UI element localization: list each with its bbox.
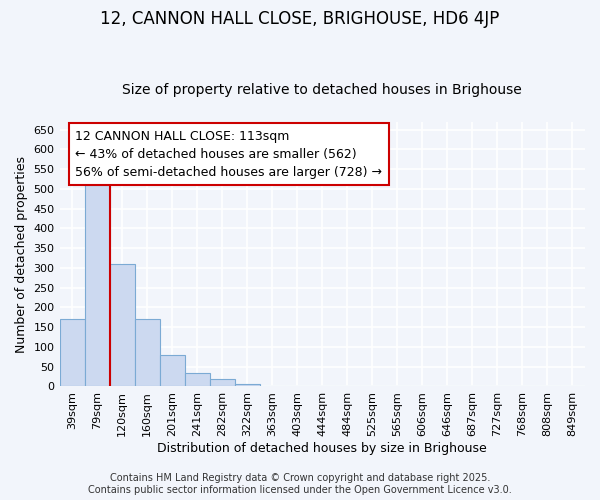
Text: 12, CANNON HALL CLOSE, BRIGHOUSE, HD6 4JP: 12, CANNON HALL CLOSE, BRIGHOUSE, HD6 4J… bbox=[100, 10, 500, 28]
X-axis label: Distribution of detached houses by size in Brighouse: Distribution of detached houses by size … bbox=[157, 442, 487, 455]
Text: Contains HM Land Registry data © Crown copyright and database right 2025.
Contai: Contains HM Land Registry data © Crown c… bbox=[88, 474, 512, 495]
Bar bbox=[85, 185, 110, 386]
Title: Size of property relative to detached houses in Brighouse: Size of property relative to detached ho… bbox=[122, 83, 522, 97]
Bar bbox=[185, 372, 209, 386]
Bar bbox=[209, 378, 235, 386]
Y-axis label: Number of detached properties: Number of detached properties bbox=[15, 156, 28, 352]
Bar bbox=[235, 384, 260, 386]
Bar bbox=[160, 355, 185, 386]
Bar bbox=[110, 264, 134, 386]
Bar bbox=[134, 320, 160, 386]
Text: 12 CANNON HALL CLOSE: 113sqm
← 43% of detached houses are smaller (562)
56% of s: 12 CANNON HALL CLOSE: 113sqm ← 43% of de… bbox=[76, 130, 382, 178]
Bar bbox=[59, 320, 85, 386]
